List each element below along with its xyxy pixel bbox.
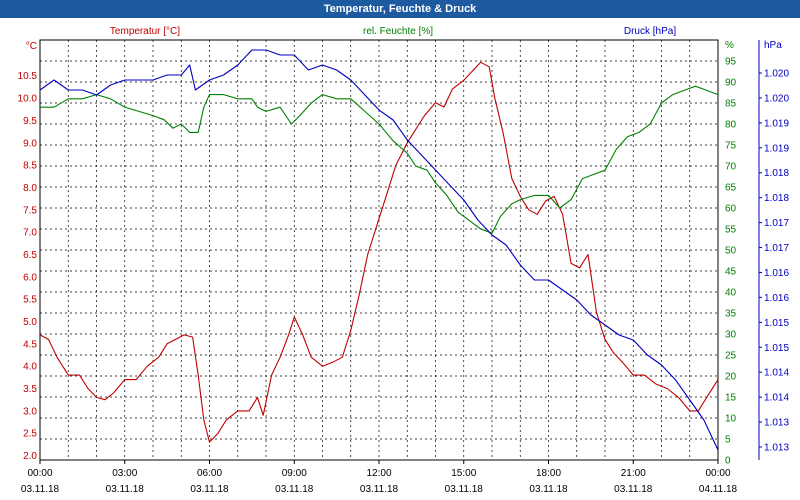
x-tick-time-label: 12:00 [366,468,391,479]
humidity-tick-label: 80 [725,120,737,131]
temperature-tick-label: 10.5 [18,71,38,82]
x-tick-date-label: 03.11.18 [275,484,314,495]
pressure-tick-label: 1.019 [764,143,789,154]
humidity-unit-label: % [725,40,734,51]
temperature-tick-label: 9.0 [23,138,37,149]
temperature-tick-label: 8.5 [23,161,37,172]
humidity-tick-label: 30 [725,330,737,341]
humidity-tick-label: 40 [725,288,737,299]
humidity-tick-label: 65 [725,183,737,194]
temperature-tick-label: 7.5 [23,205,37,216]
x-tick-date-label: 03.11.18 [445,484,484,495]
pressure-tick-label: 1.014 [764,393,789,404]
pressure-tick-label: 1.020 [764,69,789,80]
humidity-tick-label: 50 [725,246,737,257]
temperature-tick-label: 4.5 [23,339,37,350]
humidity-tick-label: 5 [725,435,731,446]
pressure-axis-title: Druck [hPa] [624,26,676,37]
humidity-tick-label: 90 [725,78,737,89]
humidity-axis-title: rel. Feuchte [%] [363,26,433,37]
temperature-tick-label: 4.0 [23,362,37,373]
temperature-tick-label: 5.0 [23,317,37,328]
temperature-tick-label: 6.0 [23,272,37,283]
x-tick-time-label: 00:00 [27,468,52,479]
humidity-tick-label: 55 [725,225,737,236]
pressure-tick-label: 1.017 [764,243,789,254]
x-tick-time-label: 03:00 [112,468,137,479]
humidity-tick-label: 35 [725,309,737,320]
temperature-tick-label: 6.5 [23,250,37,261]
temperature-tick-label: 2.5 [23,429,37,440]
pressure-tick-label: 1.013 [764,443,789,454]
humidity-tick-label: 85 [725,99,737,110]
pressure-tick-label: 1.015 [764,343,789,354]
series-line-humidity [40,85,719,234]
x-tick-date-label: 03.11.18 [529,484,568,495]
series-line-temperature [39,61,719,443]
temperature-tick-label: 7.0 [23,228,37,239]
x-tick-date-label: 03.11.18 [614,484,653,495]
pressure-unit-label: hPa [764,40,782,51]
pressure-tick-label: 1.013 [764,418,789,429]
humidity-tick-label: 60 [725,204,737,215]
window-title: Temperatur, Feuchte & Druck [0,0,800,18]
pressure-tick-label: 1.014 [764,368,789,379]
x-tick-date-label: 04.11.18 [699,484,738,495]
pressure-tick-label: 1.017 [764,218,789,229]
x-tick-time-label: 06:00 [197,468,222,479]
x-tick-date-label: 03.11.18 [21,484,60,495]
humidity-tick-label: 10 [725,414,737,425]
temperature-tick-label: 5.5 [23,295,37,306]
pressure-tick-label: 1.018 [764,193,789,204]
pressure-tick-label: 1.016 [764,293,789,304]
humidity-tick-label: 25 [725,351,737,362]
humidity-tick-label: 0 [725,456,731,467]
humidity-tick-label: 75 [725,141,737,152]
temperature-tick-label: 2.0 [23,451,37,462]
humidity-tick-label: 45 [725,267,737,278]
temperature-tick-label: 10.0 [18,94,38,105]
pressure-tick-label: 1.018 [764,168,789,179]
temperature-tick-label: 3.0 [23,406,37,417]
x-tick-time-label: 21:00 [621,468,646,479]
humidity-tick-label: 20 [725,372,737,383]
pressure-tick-label: 1.020 [764,93,789,104]
x-tick-time-label: 09:00 [282,468,307,479]
temperature-tick-label: 8.0 [23,183,37,194]
temperature-axis-title: Temperatur [°C] [110,26,180,37]
series-line-pressure [39,49,719,451]
pressure-tick-label: 1.019 [764,118,789,129]
x-tick-date-label: 03.11.18 [360,484,399,495]
x-tick-time-label: 18:00 [536,468,561,479]
humidity-tick-label: 95 [725,57,737,68]
pressure-tick-label: 1.016 [764,268,789,279]
x-tick-time-label: 15:00 [451,468,476,479]
x-tick-date-label: 03.11.18 [190,484,229,495]
pressure-tick-label: 1.015 [764,318,789,329]
humidity-tick-label: 70 [725,162,737,173]
temperature-unit-label: °C [26,41,37,52]
temperature-tick-label: 3.5 [23,384,37,395]
x-tick-time-label: 00:00 [705,468,730,479]
temperature-tick-label: 9.5 [23,116,37,127]
x-tick-date-label: 03.11.18 [106,484,145,495]
humidity-tick-label: 15 [725,393,737,404]
